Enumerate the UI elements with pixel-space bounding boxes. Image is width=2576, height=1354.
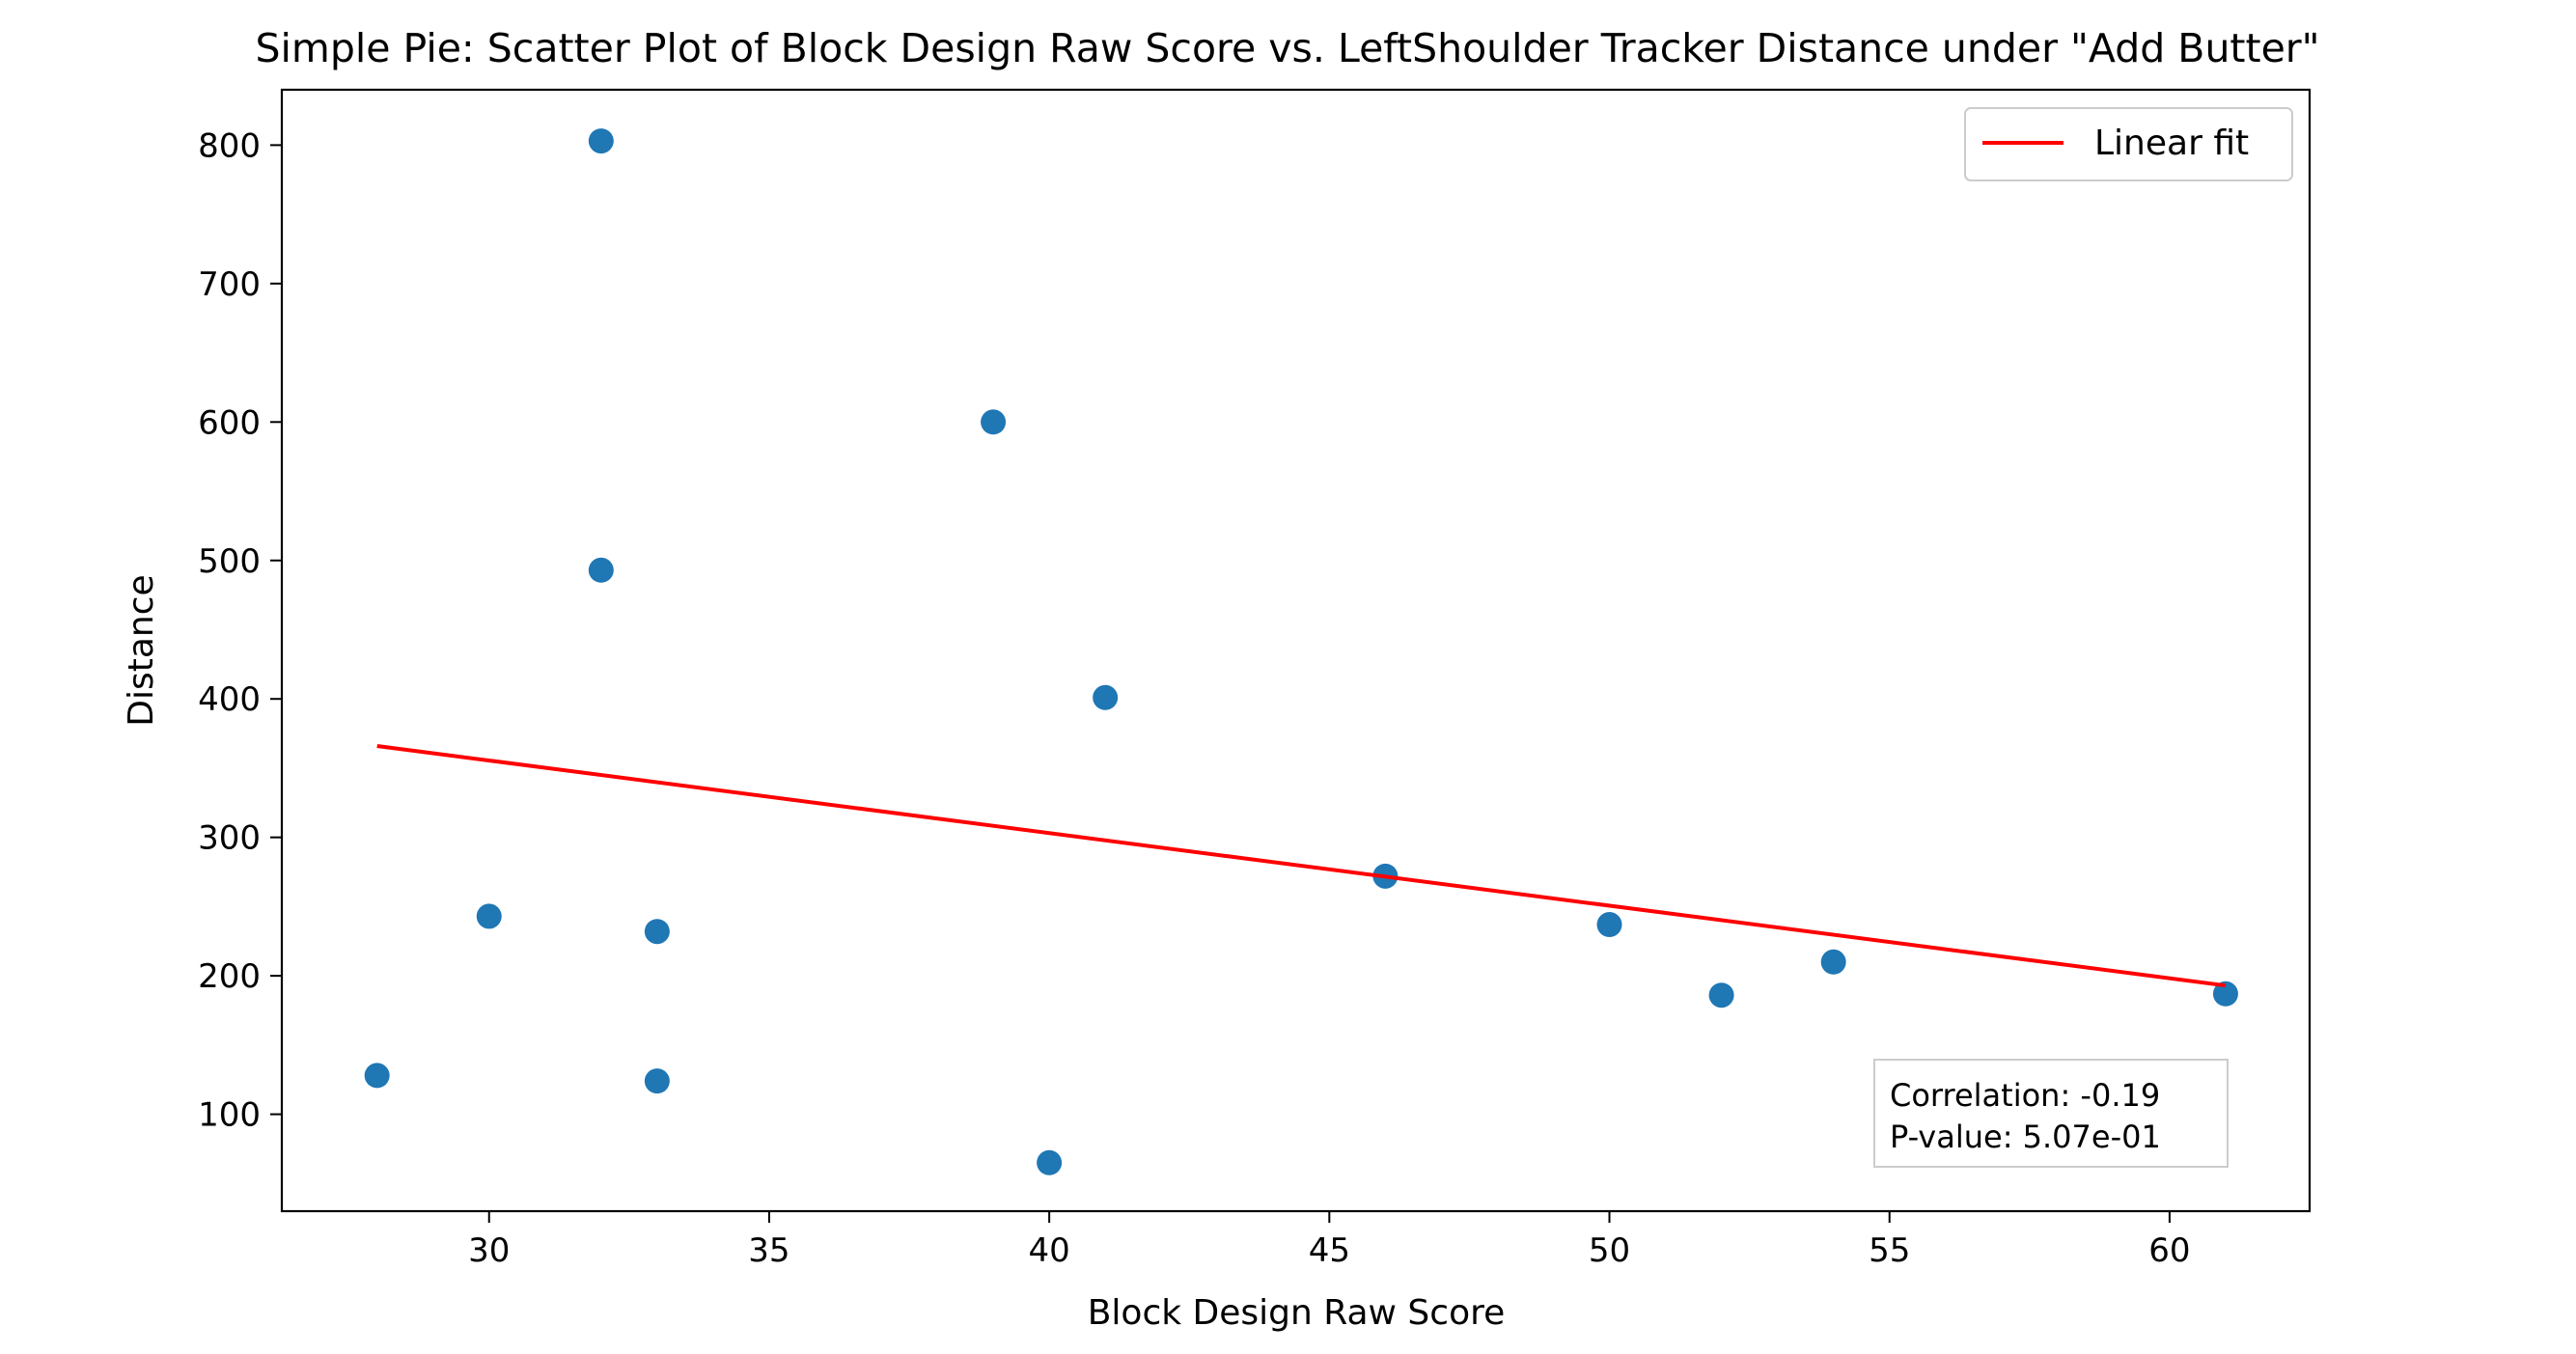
y-tick-label-800: 800	[198, 126, 261, 165]
scatter-point-7	[1037, 1149, 1063, 1175]
scatter-point-0	[364, 1063, 390, 1089]
y-tick-label-600: 600	[198, 403, 261, 442]
axes-frame	[280, 88, 2312, 1213]
scatter-point-11	[1708, 982, 1734, 1009]
p-value-text: P-value: 5.07e-01	[1890, 1119, 2161, 1155]
linear-fit-line	[376, 744, 2227, 988]
x-tick-label-35: 35	[748, 1231, 789, 1270]
y-tick-label-100: 100	[198, 1096, 261, 1135]
y-tick-label-400: 400	[198, 680, 261, 719]
x-tick-label-50: 50	[1589, 1231, 1630, 1270]
stats-annotation-box	[1873, 1059, 2229, 1168]
y-tick-label-200: 200	[198, 957, 261, 996]
legend-entry-linear-fit: Linear fit	[2094, 124, 2249, 163]
scatter-point-12	[1820, 949, 1846, 975]
x-tick-label-55: 55	[1869, 1231, 1910, 1270]
x-tick-label-30: 30	[468, 1231, 510, 1270]
y-tick-label-300: 300	[198, 819, 261, 858]
y-axis-label: Distance	[122, 574, 161, 726]
correlation-text: Correlation: -0.19	[1890, 1077, 2160, 1114]
scatter-point-8	[1093, 684, 1119, 710]
legend-box	[1964, 107, 2293, 181]
x-tick-label-60: 60	[2148, 1231, 2190, 1270]
scatter-point-13	[2212, 981, 2238, 1007]
scatter-point-4	[644, 919, 670, 945]
scatter-point-2	[588, 128, 614, 154]
scatter-point-5	[644, 1068, 670, 1094]
y-tick-label-700: 700	[198, 265, 261, 304]
scatter-point-1	[476, 903, 502, 929]
plot-area	[364, 128, 2238, 1175]
x-axis-ticks: 30 35 40 45 50 55 60	[468, 1211, 2191, 1270]
scatter-point-3	[588, 557, 614, 583]
legend: Linear fit	[1964, 107, 2293, 181]
stats-annotation: Correlation: -0.19 P-value: 5.07e-01	[1873, 1059, 2229, 1168]
x-tick-label-45: 45	[1309, 1231, 1350, 1270]
y-axis-ticks: 100 200 300 400 500 600 700 800	[198, 126, 282, 1135]
x-axis-label: Block Design Raw Score	[1088, 1293, 1506, 1333]
chart-title: Simple Pie: Scatter Plot of Block Design…	[255, 25, 2319, 71]
x-tick-label-40: 40	[1028, 1231, 1069, 1270]
scatter-point-10	[1596, 912, 1622, 938]
scatter-point-6	[981, 409, 1007, 435]
y-tick-label-500: 500	[198, 542, 261, 581]
